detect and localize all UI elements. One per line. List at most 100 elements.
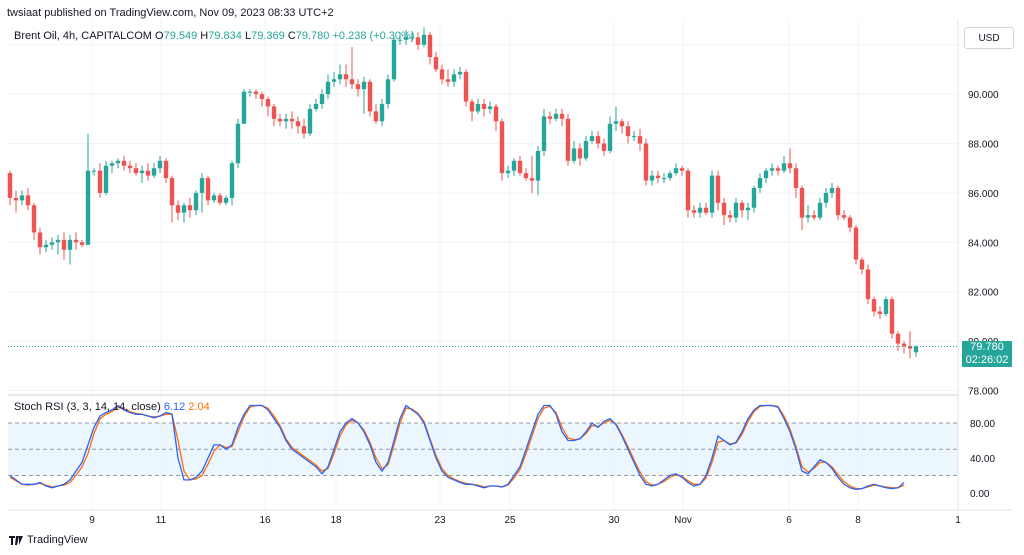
candle [391, 39, 397, 80]
candle [217, 195, 223, 203]
time-tick-label: 11 [156, 515, 167, 526]
candle [235, 123, 241, 164]
candle [649, 175, 655, 181]
tradingview-logo[interactable]: TradingView [9, 534, 88, 546]
candle [841, 215, 847, 218]
currency-button[interactable]: USD [964, 27, 1014, 49]
price-tick-label: 84.000 [968, 238, 999, 249]
price-tick-label: 88.000 [968, 140, 999, 151]
candle [253, 91, 259, 95]
candle [619, 121, 625, 127]
candle [691, 210, 697, 213]
candle [889, 299, 895, 334]
candle [463, 71, 469, 102]
candle [907, 346, 913, 349]
candle [349, 79, 355, 85]
candle [775, 168, 781, 171]
candle [565, 118, 571, 161]
candle [895, 333, 901, 344]
price-tick-label: 82.000 [968, 288, 999, 299]
candle [445, 79, 451, 82]
candle [403, 37, 409, 40]
candle [583, 141, 589, 159]
candle [373, 111, 379, 122]
candle [805, 215, 811, 218]
time-axis[interactable]: 9 11 16 18 23 25 30 Nov 6 8 1 [89, 515, 961, 526]
stoch-axis[interactable]: 80.00 40.00 0.00 [970, 419, 995, 500]
time-tick-label: 8 [855, 515, 861, 526]
tradingview-logo-icon [9, 535, 23, 545]
candle [673, 168, 679, 174]
price-tick-label: 86.000 [968, 189, 999, 200]
open-value: 79.549 [163, 30, 198, 42]
candle [313, 103, 319, 109]
candle [517, 160, 523, 174]
candle [625, 126, 631, 137]
candle [61, 239, 67, 250]
candle [829, 187, 835, 193]
candle [259, 94, 265, 100]
candle [433, 57, 439, 70]
time-tick-label: 23 [434, 515, 446, 526]
candle [415, 37, 421, 45]
candle [505, 170, 511, 174]
candle [799, 187, 805, 218]
candle [19, 195, 25, 201]
candle [787, 163, 793, 169]
stoch-tick-label: 40.00 [970, 454, 995, 465]
time-tick-label: 18 [330, 515, 342, 526]
candle [7, 173, 13, 198]
candle [685, 170, 691, 211]
candle [79, 242, 85, 245]
candle [343, 74, 349, 80]
candle [589, 136, 595, 142]
candle [229, 163, 235, 198]
candle [475, 103, 481, 112]
candle [481, 103, 487, 109]
candle [25, 195, 31, 206]
candle [457, 71, 463, 75]
candle [739, 202, 745, 211]
stoch-tick-label: 80.00 [970, 419, 995, 430]
candle [733, 202, 739, 218]
candle [493, 106, 499, 122]
time-tick-label: 1 [955, 515, 961, 526]
candle [331, 79, 337, 82]
candle [97, 170, 103, 193]
candle [451, 74, 457, 82]
candle [91, 170, 97, 172]
candle [835, 187, 841, 216]
price-tick-label: 78.000 [968, 387, 999, 398]
candle [175, 205, 181, 213]
low-label: L [244, 30, 252, 42]
candle [361, 81, 367, 90]
candle [127, 165, 133, 169]
last-price-badge: 79.780 02:26:02 [962, 341, 1012, 367]
candle [103, 165, 109, 193]
candle [469, 101, 475, 112]
close-value: 79.780 [295, 30, 330, 42]
candle [811, 215, 817, 218]
candle [85, 170, 91, 245]
time-tick-label: 25 [504, 515, 516, 526]
candle [205, 178, 211, 201]
symbol-legend: Brent Oil, 4h, CAPITALCOM O79.549 H79.83… [14, 30, 414, 42]
indicator-label[interactable]: Stoch RSI (3, 3, 14, 14, close) [14, 401, 161, 413]
candle [661, 178, 667, 180]
candle [379, 103, 385, 122]
candle [751, 187, 757, 208]
candle [847, 217, 853, 228]
stoch-d-value: 2.04 [188, 401, 210, 413]
time-tick-label: 6 [786, 515, 792, 526]
last-price-value: 79.780 [970, 341, 1004, 353]
candle [817, 202, 823, 218]
candle [307, 108, 313, 134]
candle [115, 160, 121, 164]
candle [37, 232, 43, 248]
symbol-name[interactable]: Brent Oil, 4h, CAPITALCOM [14, 30, 152, 42]
candle [133, 168, 139, 174]
bar-countdown: 02:26:02 [965, 354, 1009, 366]
candle [877, 311, 883, 314]
time-tick-label: 9 [89, 515, 95, 526]
